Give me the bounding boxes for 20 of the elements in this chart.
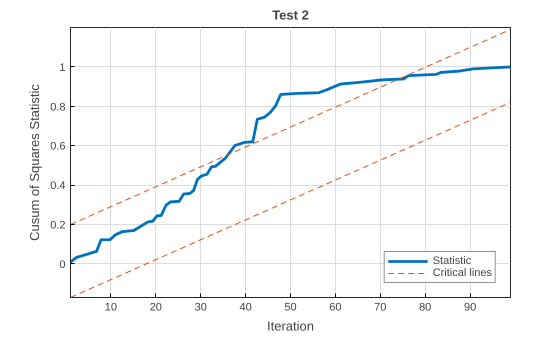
- y-axis-title: Cusum of Squares Statistic: [27, 84, 42, 241]
- y-tick-label: 0: [59, 258, 66, 271]
- y-tick-label: 0.8: [50, 101, 66, 114]
- y-tick-label: 0.4: [50, 180, 66, 192]
- y-tick-label: 0.2: [50, 220, 66, 232]
- x-tick-label: 40: [239, 302, 252, 314]
- x-axis-title: Iteration: [267, 318, 314, 334]
- x-tick-label: 50: [284, 302, 297, 314]
- y-tick-label: 1: [59, 62, 66, 74]
- x-tick-label: 60: [329, 302, 342, 314]
- x-tick-label: 80: [419, 302, 432, 314]
- x-tick-label: 90: [464, 302, 476, 314]
- legend-label: Critical lines: [432, 267, 492, 279]
- chart-title: Test 2: [272, 8, 309, 22]
- x-tick-label: 20: [150, 302, 162, 314]
- x-tick-label: 10: [104, 302, 118, 314]
- x-tick-label: 70: [374, 302, 386, 314]
- x-tick-label: 30: [194, 302, 207, 314]
- y-tick-label: 0.6: [50, 140, 66, 153]
- legend-label: Statistic: [432, 255, 472, 267]
